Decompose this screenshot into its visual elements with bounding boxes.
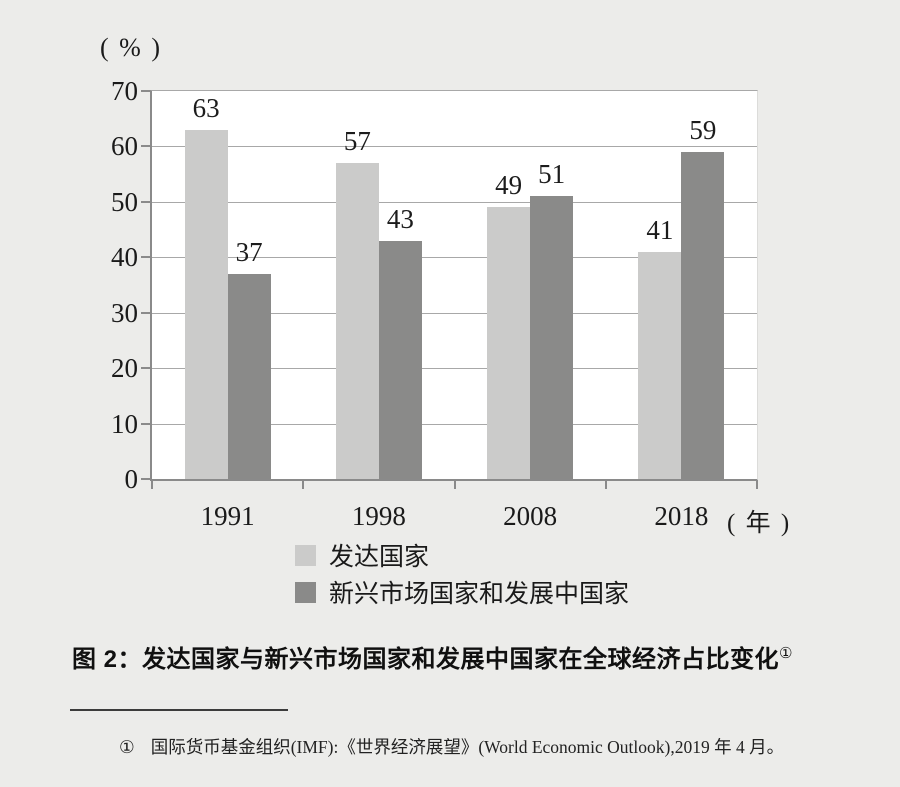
legend-swatch <box>295 544 316 566</box>
bar-发达国家-1991 <box>184 129 228 479</box>
x-axis-tick <box>756 480 758 489</box>
x-axis-tick <box>302 480 305 489</box>
y-tick-20 <box>141 367 150 370</box>
bar-value-1998-1: 43 <box>386 203 414 234</box>
bar-value-1998-0: 57 <box>343 126 371 157</box>
x-axis-tick <box>151 480 153 489</box>
bar-发达国家-1998 <box>335 163 379 479</box>
legend-item-emerging: 新兴市场国家和发展中国家 <box>295 580 629 608</box>
x-axis-tick <box>453 480 456 489</box>
bar-value-2008-0: 49 <box>495 170 523 201</box>
gridline-60 <box>152 146 757 148</box>
x-category-label-2008: 2008 <box>503 501 558 531</box>
x-category-label-1991: 1991 <box>200 501 255 531</box>
gridline-30 <box>152 312 757 314</box>
bar-value-2018-0: 41 <box>646 214 674 245</box>
y-tick-40 <box>141 256 150 259</box>
gridline-40 <box>152 257 757 259</box>
y-tick-label-0: 0 <box>124 464 139 494</box>
y-tick-10 <box>141 422 150 425</box>
figure-caption: 图 2：发达国家与新兴市场国家和发展中国家在全球经济占比变化① <box>72 639 793 674</box>
legend-item-developed: 发达国家 <box>295 543 629 571</box>
y-tick-label-50: 50 <box>111 186 138 217</box>
y-tick-label-40: 40 <box>111 242 138 273</box>
chart-legend: 发达国家 新兴市场国家和发展中国家 <box>295 543 629 617</box>
footnote-divider <box>70 709 288 711</box>
bar-value-1991-0: 63 <box>192 92 220 123</box>
figure-caption-text: 图 2：发达国家与新兴市场国家和发展中国家在全球经济占比变化 <box>72 646 780 673</box>
y-tick-70 <box>141 90 150 92</box>
legend-swatch <box>295 581 316 603</box>
bar-新兴市场国家和发展中国家-2008 <box>530 196 574 479</box>
x-axis-unit-label: ( 年 ) <box>727 510 792 537</box>
y-axis-unit-label: ( % ) <box>100 33 162 62</box>
bar-发达国家-2008 <box>487 207 531 479</box>
bar-新兴市场国家和发展中国家-1991 <box>227 273 271 479</box>
y-tick-label-70: 70 <box>111 76 138 106</box>
y-tick-50 <box>141 200 150 203</box>
y-tick-label-60: 60 <box>111 131 138 162</box>
bar-value-2008-1: 51 <box>538 159 566 190</box>
bar-新兴市场国家和发展中国家-2018 <box>681 151 725 479</box>
y-tick-label-10: 10 <box>111 408 138 439</box>
gridline-20 <box>152 368 757 370</box>
plot-area: 63 37 57 43 49 51 41 59 <box>150 90 758 481</box>
bar-新兴市场国家和发展中国家-1998 <box>378 240 422 479</box>
gridline-10 <box>152 423 757 425</box>
y-tick-label-20: 20 <box>111 353 138 384</box>
legend-label: 新兴市场国家和发展中国家 <box>329 581 630 608</box>
bar-value-1991-1: 37 <box>235 236 263 267</box>
footnote: ① 国际货币基金组织(IMF):《世界经济展望》(World Economic O… <box>119 734 784 759</box>
footnote-text: 国际货币基金组织(IMF):《世界经济展望》(World Economic Ou… <box>150 737 785 757</box>
bar-value-2018-1: 59 <box>689 114 717 145</box>
y-tick-60 <box>141 145 150 148</box>
x-category-label-2018: 2018 <box>654 501 709 531</box>
footnote-marker-superscript: ① <box>779 645 793 662</box>
gridline-50 <box>152 201 757 203</box>
legend-label: 发达国家 <box>329 544 430 571</box>
x-axis-tick <box>604 480 607 489</box>
y-tick-0 <box>141 478 150 480</box>
footnote-marker: ① <box>119 737 135 757</box>
y-tick-30 <box>141 311 150 314</box>
bar-发达国家-2018 <box>638 251 682 479</box>
y-tick-label-30: 30 <box>111 297 138 328</box>
x-category-label-1998: 1998 <box>351 501 406 531</box>
